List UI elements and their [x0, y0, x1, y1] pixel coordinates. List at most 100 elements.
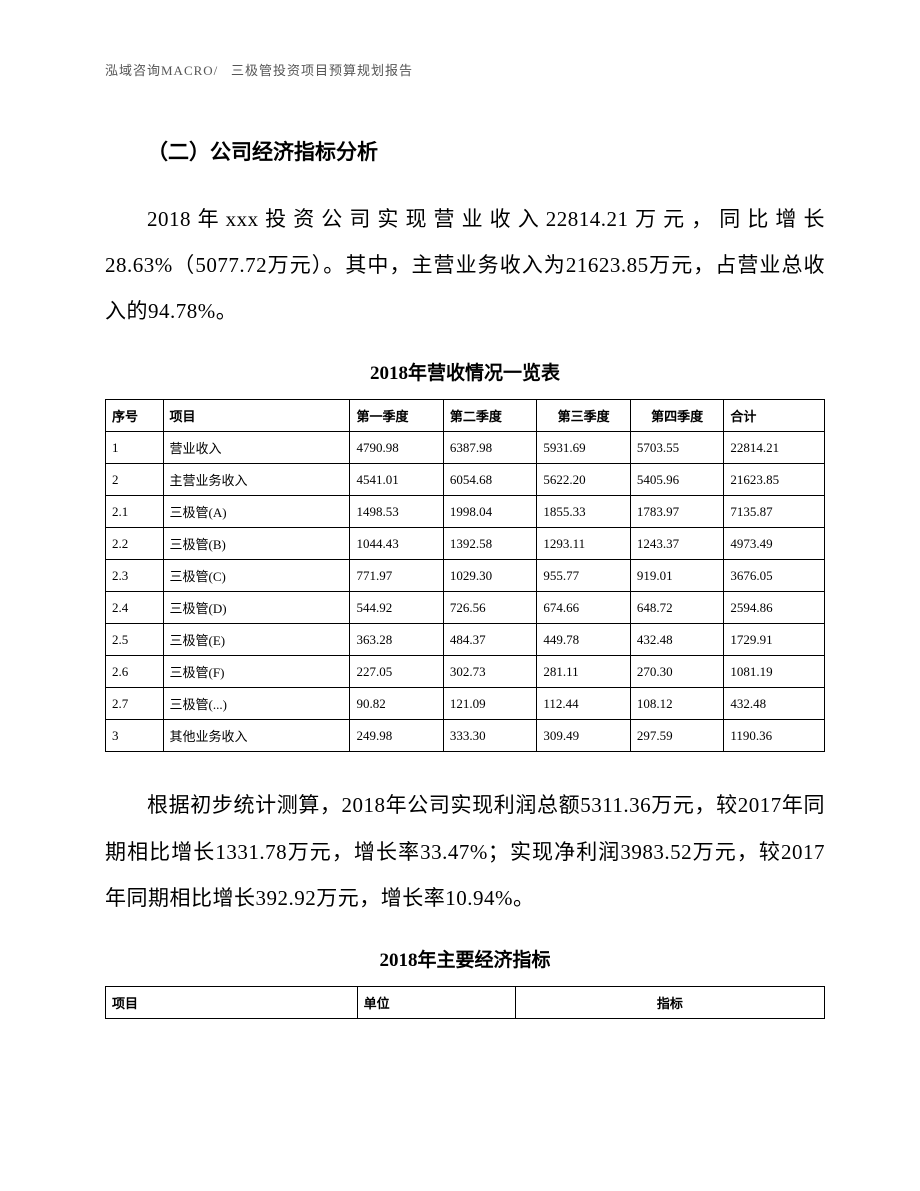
table-cell: 919.01 — [630, 560, 723, 592]
paragraph-1: 2018年xxx投资公司实现营业收入22814.21万元，同比增长28.63%（… — [105, 196, 825, 335]
table-cell: 2.3 — [106, 560, 164, 592]
table-header-row: 序号 项目 第一季度 第二季度 第三季度 第四季度 合计 — [106, 400, 825, 432]
page-header: 泓域咨询MACRO/ 三极管投资项目预算规划报告 — [105, 60, 825, 79]
table-cell: 2.4 — [106, 592, 164, 624]
col-header-item2: 项目 — [106, 986, 358, 1018]
table-cell: 2.1 — [106, 496, 164, 528]
indicator-table: 项目 单位 指标 — [105, 986, 825, 1019]
table-cell: 6387.98 — [443, 432, 536, 464]
table-row: 2.7三极管(...)90.82121.09112.44108.12432.48 — [106, 688, 825, 720]
table-cell: 三极管(...) — [163, 688, 350, 720]
revenue-table: 序号 项目 第一季度 第二季度 第三季度 第四季度 合计 1营业收入4790.9… — [105, 399, 825, 752]
table-cell: 544.92 — [350, 592, 443, 624]
table-cell: 主营业务收入 — [163, 464, 350, 496]
col-header-total: 合计 — [724, 400, 825, 432]
table-cell: 432.48 — [724, 688, 825, 720]
table-cell: 2 — [106, 464, 164, 496]
table-row: 2.1三极管(A)1498.531998.041855.331783.97713… — [106, 496, 825, 528]
table-cell: 726.56 — [443, 592, 536, 624]
table-cell: 21623.85 — [724, 464, 825, 496]
table-cell: 3 — [106, 720, 164, 752]
table2-title: 2018年主要经济指标 — [105, 945, 825, 972]
table-cell: 1190.36 — [724, 720, 825, 752]
table-cell: 5405.96 — [630, 464, 723, 496]
table-cell: 三极管(F) — [163, 656, 350, 688]
table-cell: 2.7 — [106, 688, 164, 720]
table-cell: 7135.87 — [724, 496, 825, 528]
table-cell: 4541.01 — [350, 464, 443, 496]
table-cell: 270.30 — [630, 656, 723, 688]
header-company: 泓域咨询MACRO/ — [105, 63, 218, 78]
table-cell: 281.11 — [537, 656, 630, 688]
table-cell: 1 — [106, 432, 164, 464]
table-cell: 4973.49 — [724, 528, 825, 560]
table-cell: 484.37 — [443, 624, 536, 656]
section-heading: （二）公司经济指标分析 — [105, 134, 825, 172]
table-row: 2.2三极管(B)1044.431392.581293.111243.37497… — [106, 528, 825, 560]
table-cell: 1081.19 — [724, 656, 825, 688]
table-cell: 2594.86 — [724, 592, 825, 624]
table-cell: 5622.20 — [537, 464, 630, 496]
table-cell: 1243.37 — [630, 528, 723, 560]
table-cell: 三极管(C) — [163, 560, 350, 592]
table-cell: 其他业务收入 — [163, 720, 350, 752]
table-cell: 6054.68 — [443, 464, 536, 496]
table-row: 1营业收入4790.986387.985931.695703.5522814.2… — [106, 432, 825, 464]
table-cell: 297.59 — [630, 720, 723, 752]
table-cell: 449.78 — [537, 624, 630, 656]
table-cell: 2.5 — [106, 624, 164, 656]
table-cell: 5703.55 — [630, 432, 723, 464]
table1-title: 2018年营收情况一览表 — [105, 358, 825, 385]
col-header-q3: 第三季度 — [537, 400, 630, 432]
col-header-seq: 序号 — [106, 400, 164, 432]
document-page: 泓域咨询MACRO/ 三极管投资项目预算规划报告 （二）公司经济指标分析 201… — [0, 0, 920, 1109]
table-cell: 三极管(A) — [163, 496, 350, 528]
col-header-q4: 第四季度 — [630, 400, 723, 432]
table-cell: 22814.21 — [724, 432, 825, 464]
col-header-item: 项目 — [163, 400, 350, 432]
table-cell: 302.73 — [443, 656, 536, 688]
col-header-indicator: 指标 — [515, 986, 824, 1018]
table-cell: 1729.91 — [724, 624, 825, 656]
table-cell: 112.44 — [537, 688, 630, 720]
table-cell: 309.49 — [537, 720, 630, 752]
table-cell: 771.97 — [350, 560, 443, 592]
header-doc-title: 三极管投资项目预算规划报告 — [231, 63, 413, 78]
table-cell: 三极管(B) — [163, 528, 350, 560]
table-cell: 三极管(E) — [163, 624, 350, 656]
table-cell: 121.09 — [443, 688, 536, 720]
table-cell: 1029.30 — [443, 560, 536, 592]
col-header-q2: 第二季度 — [443, 400, 536, 432]
table-row: 3其他业务收入249.98333.30309.49297.591190.36 — [106, 720, 825, 752]
table-cell: 1498.53 — [350, 496, 443, 528]
col-header-unit: 单位 — [357, 986, 515, 1018]
col-header-q1: 第一季度 — [350, 400, 443, 432]
table-cell: 3676.05 — [724, 560, 825, 592]
table-cell: 674.66 — [537, 592, 630, 624]
table-row: 2.5三极管(E)363.28484.37449.78432.481729.91 — [106, 624, 825, 656]
table-cell: 1783.97 — [630, 496, 723, 528]
paragraph-2: 根据初步统计测算，2018年公司实现利润总额5311.36万元，较2017年同期… — [105, 782, 825, 921]
table-cell: 2.2 — [106, 528, 164, 560]
table-cell: 249.98 — [350, 720, 443, 752]
table-cell: 333.30 — [443, 720, 536, 752]
table-row: 2.3三极管(C)771.971029.30955.77919.013676.0… — [106, 560, 825, 592]
table-row: 2主营业务收入4541.016054.685622.205405.9621623… — [106, 464, 825, 496]
table-cell: 1855.33 — [537, 496, 630, 528]
table-cell: 1044.43 — [350, 528, 443, 560]
table-cell: 2.6 — [106, 656, 164, 688]
table-cell: 227.05 — [350, 656, 443, 688]
table-cell: 1392.58 — [443, 528, 536, 560]
table-cell: 4790.98 — [350, 432, 443, 464]
table-cell: 1293.11 — [537, 528, 630, 560]
table-header-row: 项目 单位 指标 — [106, 986, 825, 1018]
table-cell: 363.28 — [350, 624, 443, 656]
table-cell: 90.82 — [350, 688, 443, 720]
table-cell: 营业收入 — [163, 432, 350, 464]
table-cell: 432.48 — [630, 624, 723, 656]
table-cell: 5931.69 — [537, 432, 630, 464]
table-cell: 108.12 — [630, 688, 723, 720]
table-cell: 648.72 — [630, 592, 723, 624]
table-cell: 1998.04 — [443, 496, 536, 528]
table1-body: 1营业收入4790.986387.985931.695703.5522814.2… — [106, 432, 825, 752]
